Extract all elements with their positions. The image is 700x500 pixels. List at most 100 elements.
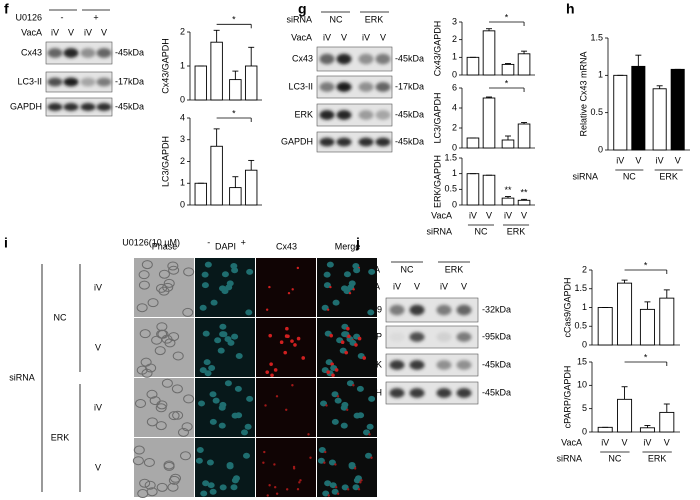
- bar: [501, 197, 515, 206]
- nucleus: [332, 299, 340, 306]
- cx43-signal: [273, 485, 277, 489]
- bar: [194, 182, 208, 206]
- nucleus: [346, 380, 354, 387]
- size-label: -45kDa: [115, 47, 144, 57]
- bar: [466, 137, 480, 149]
- nucleus: [221, 271, 229, 278]
- group-label: ERK: [51, 432, 70, 442]
- blot-band: [63, 77, 79, 87]
- nucleus: [219, 484, 227, 491]
- cx43-signal: [362, 356, 367, 360]
- nucleus: [334, 397, 342, 404]
- cell: [138, 280, 150, 290]
- row-label: iV: [94, 282, 102, 292]
- bar: [517, 53, 531, 76]
- blot-band: [80, 103, 96, 111]
- image-tile: [134, 378, 194, 437]
- cell: [136, 365, 148, 375]
- y-tick-label: 6: [452, 82, 457, 92]
- blot-band: [63, 103, 79, 111]
- y-tick-label: 0: [452, 69, 457, 79]
- blot-band: [409, 360, 425, 370]
- row-label: V: [95, 342, 101, 352]
- y-tick-label: 1.5: [444, 152, 457, 162]
- nucleus: [235, 412, 243, 419]
- nucleus: [196, 447, 204, 454]
- y-tick-label: 1: [180, 178, 185, 188]
- nucleus: [206, 459, 214, 466]
- nucleus: [365, 452, 373, 459]
- image-tile: [256, 318, 316, 377]
- cell: [171, 384, 183, 394]
- error-bar: [644, 301, 651, 310]
- lane-label: iV: [51, 27, 59, 37]
- cx43-signal: [263, 450, 266, 454]
- blot-band: [456, 304, 472, 316]
- nucleus: [214, 337, 222, 344]
- nucleus: [244, 423, 252, 430]
- nucleus: [219, 323, 227, 330]
- siRNA-label: siRNA: [9, 372, 35, 382]
- size-label: -45kDa: [115, 101, 144, 111]
- nucleus: [209, 418, 217, 425]
- bar: [466, 56, 480, 76]
- blot-band: [389, 360, 405, 370]
- lane-label: ERK: [365, 14, 384, 24]
- significance: *: [644, 352, 648, 362]
- bar: [659, 297, 675, 346]
- x-tick-label: iV: [656, 155, 664, 165]
- cell: [145, 363, 157, 373]
- cell: [172, 410, 184, 420]
- lane-label: V: [380, 32, 386, 42]
- error-bar: [621, 279, 628, 284]
- column-header: Cx43: [276, 241, 297, 251]
- nucleus: [356, 385, 364, 392]
- cell: [135, 398, 147, 408]
- blot-band: [336, 82, 352, 92]
- cx43-signal: [334, 463, 337, 466]
- header-label: VacA: [291, 32, 312, 42]
- bar: [466, 173, 480, 206]
- y-tick-label: 0: [180, 199, 185, 209]
- lane-label: iV: [84, 27, 92, 37]
- bar: [617, 398, 633, 433]
- y-tick-label: 0: [452, 142, 457, 152]
- blot-band: [375, 137, 391, 147]
- nucleus: [230, 484, 238, 491]
- blot-band: [436, 304, 452, 316]
- bar: [482, 30, 496, 76]
- size-label: -17kDa: [115, 76, 144, 86]
- cell: [133, 445, 145, 455]
- cell: [137, 489, 149, 499]
- error-bar: [663, 289, 670, 299]
- error-bar: [232, 70, 239, 80]
- cx43-signal: [283, 350, 288, 355]
- nucleus: [203, 359, 211, 366]
- significance: *: [505, 78, 509, 88]
- significance: *: [505, 12, 509, 22]
- x-tick-label: V: [521, 210, 527, 220]
- cx43-signal: [285, 326, 289, 331]
- bar: [639, 308, 655, 346]
- nucleus: [218, 422, 226, 429]
- y-tick-label: 1: [582, 302, 587, 312]
- category-label: VacA: [561, 437, 582, 447]
- cell: [158, 269, 170, 279]
- error-bar: [521, 122, 528, 124]
- blot-band: [96, 77, 112, 87]
- y-axis-label: Relative Cx43 mRNA: [578, 51, 588, 136]
- blot-band: [96, 48, 112, 58]
- y-tick-label: 1: [452, 52, 457, 62]
- blot-strip: [316, 131, 393, 153]
- panel-label: j: [355, 235, 360, 251]
- lane-label: -: [61, 12, 64, 22]
- blot-band: [456, 388, 472, 398]
- bar: [501, 139, 515, 149]
- cell: [183, 394, 195, 404]
- cell: [138, 270, 150, 280]
- nucleus: [245, 309, 253, 316]
- blot-band: [375, 53, 391, 65]
- x-tick-label: V: [664, 437, 670, 447]
- blot-strip: [385, 325, 479, 349]
- panel-label: i: [4, 235, 8, 251]
